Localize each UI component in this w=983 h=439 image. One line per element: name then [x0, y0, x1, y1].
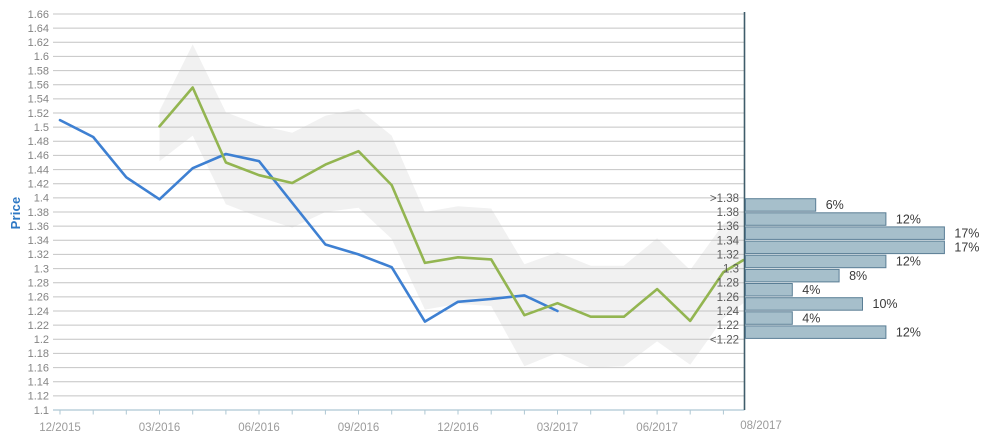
y-tick-label: 1.2: [34, 334, 49, 346]
y-tick-label: 1.16: [28, 362, 49, 374]
y-tick-label: 1.24: [28, 306, 49, 318]
x-tick-label: 06/2016: [238, 422, 280, 434]
y-tick-label: 1.3: [34, 263, 49, 275]
histogram-bin-label: 1.36: [717, 221, 739, 233]
histogram-bar[interactable]: [745, 198, 817, 212]
histogram-bar[interactable]: [745, 268, 840, 283]
y-tick-label: 1.58: [28, 65, 49, 77]
histogram-bar[interactable]: [745, 212, 887, 226]
histogram-pct-label: 8%: [849, 269, 867, 283]
y-tick-label: 1.38: [28, 207, 49, 219]
y-tick-label: 1.44: [28, 164, 49, 176]
histogram-bin-labels: >1.38 1.38 1.36 1.34 1.32 1.3 1.28 1.26 1.24 1.22…: [710, 193, 740, 346]
histogram-bin-label: 1.32: [717, 249, 739, 261]
histogram-pct-label: 12%: [896, 212, 921, 226]
histogram-pct-label: 17%: [954, 226, 979, 240]
y-tick-label: 1.66: [28, 9, 49, 21]
y-axis-title: Price: [8, 196, 23, 230]
histogram-bars: [745, 198, 945, 339]
y-tick-label: 1.46: [28, 150, 49, 162]
y-tick-label: 1.18: [28, 348, 49, 360]
histogram-bin-label: 1.26: [717, 292, 739, 304]
x-tick-label: 12/2015: [39, 422, 81, 434]
histogram-pct-label: 12%: [896, 325, 921, 339]
forecast-price-line[interactable]: [158, 86, 745, 323]
histogram-pct-labels: 6% 12% 17%17% 12% 8% 4% 10% 4% 12%: [802, 198, 979, 339]
histogram-bar[interactable]: [745, 311, 793, 325]
gridlines: [53, 13, 745, 397]
histogram-bin-label: 1.3: [723, 264, 739, 276]
histogram-bin-label: 1.24: [717, 306, 740, 318]
x-axis: [53, 409, 745, 415]
historical-price-line[interactable]: [58, 118, 559, 323]
histogram-bin-label: 1.28: [717, 278, 739, 290]
y-tick-label: 1.28: [28, 278, 49, 290]
histogram-pct-label: 17%: [954, 241, 979, 255]
histogram-pct-label: 10%: [873, 297, 898, 311]
histogram-bar[interactable]: [745, 240, 945, 255]
y-axis-labels: 1.1 1.12 1.14 1.16 1.18 1.2 1.22 1.24 1.26 1.28 1.…: [28, 9, 49, 417]
x-tick-label: 12/2016: [437, 422, 479, 434]
y-tick-label: 1.32: [28, 249, 49, 261]
x-tick-label: 03/2016: [139, 422, 181, 434]
histogram-bar[interactable]: [745, 325, 887, 339]
y-tick-label: 1.62: [28, 37, 49, 49]
x-tick-label: 03/2017: [537, 422, 579, 434]
y-tick-label: 1.6: [34, 51, 49, 63]
histogram-bin-label: 1.38: [717, 207, 739, 219]
y-tick-label: 1.12: [28, 391, 49, 403]
y-tick-label: 1.64: [28, 23, 49, 35]
y-tick-label: 1.42: [28, 179, 49, 191]
x-tick-label: 06/2017: [636, 422, 678, 434]
y-tick-label: 1.5: [34, 122, 49, 134]
y-tick-label: 1.1: [34, 405, 49, 417]
y-tick-label: 1.4: [34, 193, 49, 205]
histogram-bar[interactable]: [745, 254, 887, 269]
histogram-pct-label: 4%: [802, 283, 820, 297]
x-tick-label-forecast-end: 08/2017: [740, 420, 782, 432]
histogram-bin-label: 1.22: [717, 320, 739, 332]
histogram-pct-label: 4%: [802, 311, 820, 325]
histogram-pct-label: 6%: [826, 198, 844, 212]
y-tick-label: 1.52: [28, 108, 49, 120]
confidence-band: [159, 44, 744, 368]
y-tick-label: 1.54: [28, 94, 49, 106]
histogram-bar[interactable]: [745, 297, 863, 311]
x-axis-labels: 12/2015 03/2016 06/2016 09/2016 12/2016 03/20…: [39, 420, 782, 434]
y-tick-label: 1.36: [28, 221, 49, 233]
x-tick-label: 09/2016: [338, 422, 380, 434]
histogram-bin-label: 1.34: [717, 235, 740, 247]
y-tick-label: 1.22: [28, 320, 49, 332]
y-tick-label: 1.48: [28, 136, 49, 148]
histogram-bin-label: >1.38: [710, 193, 739, 205]
histogram-bar[interactable]: [745, 283, 793, 297]
histogram-pct-label: 12%: [896, 255, 921, 269]
y-tick-label: 1.34: [28, 235, 49, 247]
histogram-bin-label: <1.22: [710, 334, 739, 346]
histogram-bar[interactable]: [745, 226, 945, 240]
y-tick-label: 1.26: [28, 292, 49, 304]
y-tick-label: 1.56: [28, 80, 49, 92]
y-tick-label: 1.14: [28, 377, 49, 389]
